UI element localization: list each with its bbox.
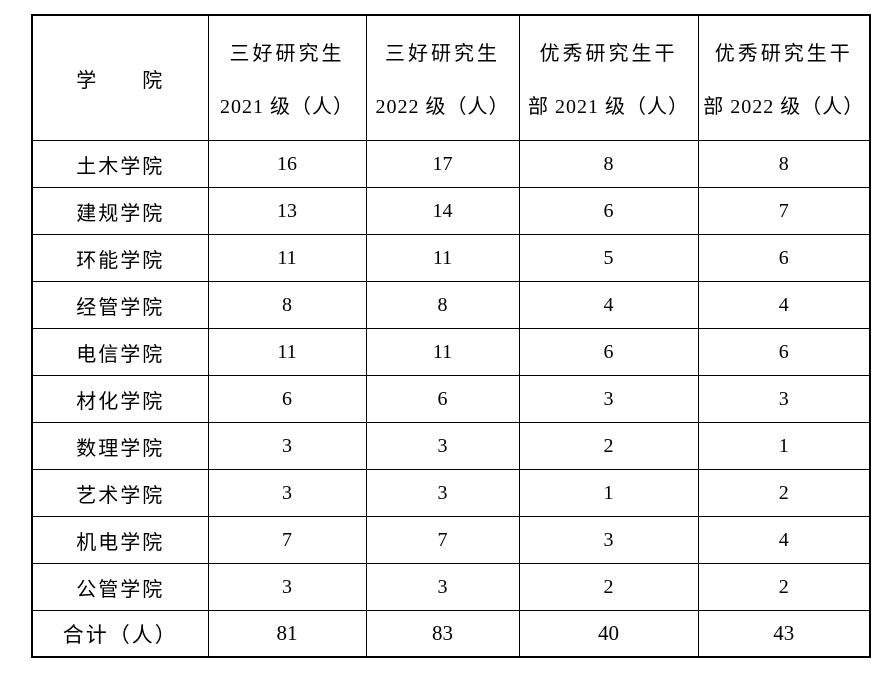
- value-cell: 6: [207, 375, 367, 423]
- header-sanhao-2022-line2: 2022 级（人）: [375, 96, 510, 118]
- total-row: 合计（人） 81 83 40 43: [31, 610, 871, 658]
- value-cell: 3: [207, 422, 367, 470]
- header-sanhao-2022: 三好研究生 2022 级（人）: [365, 14, 520, 141]
- total-label: 合计（人）: [31, 610, 209, 658]
- value-cell: 14: [365, 187, 520, 235]
- header-sanhao-2021-line1: 三好研究生: [229, 43, 345, 65]
- value-cell: 13: [207, 187, 367, 235]
- total-value: 83: [365, 610, 520, 658]
- header-cadre-2022: 优秀研究生干 部 2022 级（人）: [697, 14, 871, 141]
- header-cadre-2021-line2: 部 2021 级（人）: [528, 96, 689, 118]
- table-header-row: 学 院 三好研究生 2021 级（人） 三好研究生 2022 级（人） 优秀研究…: [31, 14, 871, 141]
- value-cell: 16: [207, 140, 367, 188]
- graduate-award-table: 学 院 三好研究生 2021 级（人） 三好研究生 2022 级（人） 优秀研究…: [31, 14, 871, 658]
- header-sanhao-2022-line1: 三好研究生: [385, 43, 500, 65]
- value-cell: 8: [518, 140, 699, 188]
- college-name: 建规学院: [31, 187, 209, 235]
- value-cell: 8: [365, 281, 520, 329]
- total-value: 43: [697, 610, 871, 658]
- value-cell: 4: [697, 516, 871, 564]
- value-cell: 6: [697, 234, 871, 282]
- value-cell: 6: [697, 328, 871, 376]
- college-name: 机电学院: [31, 516, 209, 564]
- table-row: 艺术学院 3 3 1 2: [31, 469, 871, 517]
- value-cell: 3: [365, 563, 520, 611]
- table-row: 经管学院 8 8 4 4: [31, 281, 871, 329]
- college-name: 材化学院: [31, 375, 209, 423]
- value-cell: 7: [207, 516, 367, 564]
- college-name: 经管学院: [31, 281, 209, 329]
- total-value: 40: [518, 610, 699, 658]
- college-name: 电信学院: [31, 328, 209, 376]
- table-row: 电信学院 11 11 6 6: [31, 328, 871, 376]
- value-cell: 11: [207, 328, 367, 376]
- header-cadre-2021: 优秀研究生干 部 2021 级（人）: [518, 14, 699, 141]
- value-cell: 5: [518, 234, 699, 282]
- value-cell: 2: [518, 422, 699, 470]
- college-name: 土木学院: [31, 140, 209, 188]
- value-cell: 17: [365, 140, 520, 188]
- college-name: 数理学院: [31, 422, 209, 470]
- value-cell: 11: [365, 234, 520, 282]
- value-cell: 1: [697, 422, 871, 470]
- value-cell: 2: [697, 469, 871, 517]
- value-cell: 7: [697, 187, 871, 235]
- value-cell: 8: [697, 140, 871, 188]
- value-cell: 11: [365, 328, 520, 376]
- table-row: 建规学院 13 14 6 7: [31, 187, 871, 235]
- value-cell: 4: [697, 281, 871, 329]
- header-sanhao-2021: 三好研究生 2021 级（人）: [207, 14, 367, 141]
- header-college: 学 院: [31, 14, 209, 141]
- table-row: 土木学院 16 17 8 8: [31, 140, 871, 188]
- value-cell: 3: [697, 375, 871, 423]
- value-cell: 3: [365, 422, 520, 470]
- header-cadre-2022-line2: 部 2022 级（人）: [703, 96, 865, 118]
- table-row: 环能学院 11 11 5 6: [31, 234, 871, 282]
- header-cadre-2021-line1: 优秀研究生干: [539, 43, 678, 65]
- value-cell: 2: [518, 563, 699, 611]
- total-value: 81: [207, 610, 367, 658]
- table-row: 数理学院 3 3 2 1: [31, 422, 871, 470]
- college-name: 环能学院: [31, 234, 209, 282]
- table-row: 机电学院 7 7 3 4: [31, 516, 871, 564]
- value-cell: 2: [697, 563, 871, 611]
- value-cell: 8: [207, 281, 367, 329]
- value-cell: 3: [207, 469, 367, 517]
- value-cell: 6: [518, 187, 699, 235]
- value-cell: 3: [207, 563, 367, 611]
- value-cell: 11: [207, 234, 367, 282]
- value-cell: 3: [518, 375, 699, 423]
- header-cadre-2022-line1: 优秀研究生干: [714, 43, 853, 65]
- value-cell: 7: [365, 516, 520, 564]
- college-name: 公管学院: [31, 563, 209, 611]
- table-row: 材化学院 6 6 3 3: [31, 375, 871, 423]
- table-row: 公管学院 3 3 2 2: [31, 563, 871, 611]
- value-cell: 6: [365, 375, 520, 423]
- value-cell: 6: [518, 328, 699, 376]
- college-name: 艺术学院: [31, 469, 209, 517]
- header-sanhao-2021-line2: 2021 级（人）: [220, 96, 354, 118]
- value-cell: 4: [518, 281, 699, 329]
- value-cell: 1: [518, 469, 699, 517]
- value-cell: 3: [518, 516, 699, 564]
- value-cell: 3: [365, 469, 520, 517]
